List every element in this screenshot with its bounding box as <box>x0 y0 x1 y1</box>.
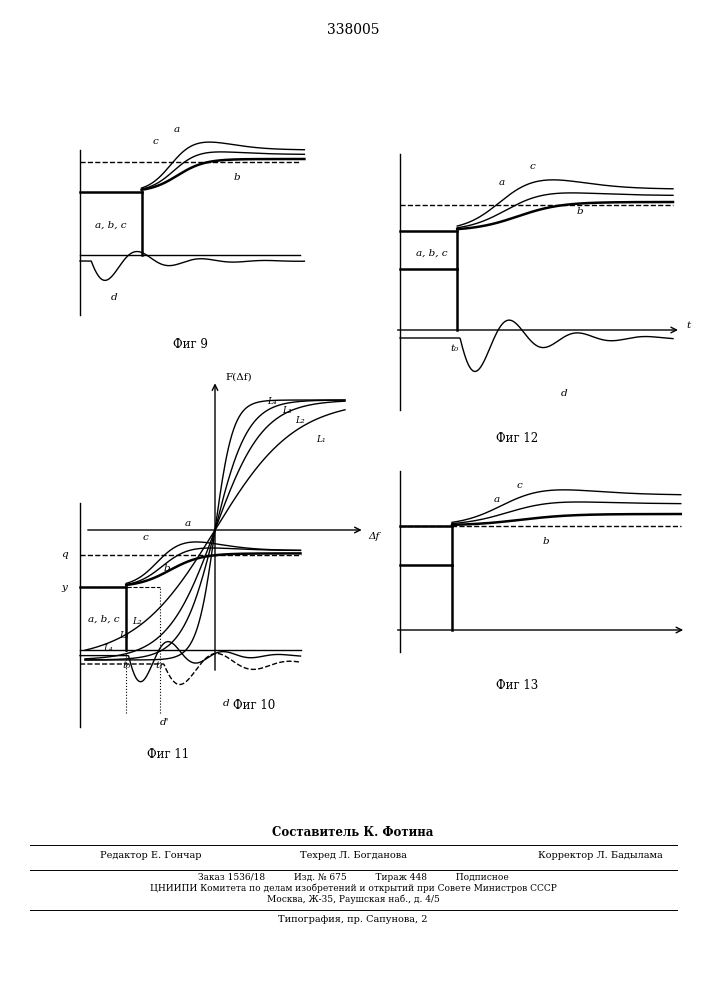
Text: t₁: t₁ <box>156 661 164 670</box>
Text: F(Δf): F(Δf) <box>226 372 252 381</box>
Text: Корректор Л. Бадылама: Корректор Л. Бадылама <box>537 852 662 860</box>
Text: Δf: Δf <box>368 532 380 541</box>
Text: L₁: L₁ <box>317 434 326 444</box>
Text: t₀: t₀ <box>450 344 459 353</box>
Text: L₄: L₄ <box>104 644 113 653</box>
Text: a, b, c: a, b, c <box>88 615 120 624</box>
Text: a: a <box>493 495 500 504</box>
Text: Фиг 12: Фиг 12 <box>496 432 538 445</box>
Text: c: c <box>143 534 148 542</box>
Text: b: b <box>543 537 549 546</box>
Text: Редактор Е. Гончар: Редактор Е. Гончар <box>100 852 201 860</box>
Text: Фиг 10: Фиг 10 <box>233 699 275 712</box>
Text: L₄: L₄ <box>267 397 276 406</box>
Text: q: q <box>61 550 67 559</box>
Text: Фиг 13: Фиг 13 <box>496 679 538 692</box>
Text: Типография, пр. Сапунова, 2: Типография, пр. Сапунова, 2 <box>279 916 428 924</box>
Text: L₃: L₃ <box>283 406 292 415</box>
Text: c: c <box>530 162 536 171</box>
Text: L₂: L₂ <box>296 416 305 425</box>
Text: a: a <box>499 178 505 187</box>
Text: a, b, c: a, b, c <box>95 221 127 230</box>
Text: a, b, c: a, b, c <box>416 249 447 258</box>
Text: a: a <box>174 124 180 133</box>
Text: d: d <box>223 699 230 708</box>
Text: b: b <box>234 172 240 182</box>
Text: 338005: 338005 <box>327 23 379 37</box>
Text: Москва, Ж-35, Раушская наб., д. 4/5: Москва, Ж-35, Раушская наб., д. 4/5 <box>267 894 440 904</box>
Text: Техред Л. Богданова: Техред Л. Богданова <box>300 852 407 860</box>
Text: d': d' <box>160 718 169 727</box>
Text: b: b <box>577 207 583 216</box>
Text: b: b <box>164 564 170 573</box>
Text: d: d <box>561 389 568 398</box>
Text: t₀: t₀ <box>122 661 130 670</box>
Text: Фиг 9: Фиг 9 <box>173 338 207 352</box>
Text: c: c <box>153 136 158 145</box>
Text: Составитель К. Фотина: Составитель К. Фотина <box>272 826 433 838</box>
Text: ЦНИИПИ Комитета по делам изобретений и открытий при Совете Министров СССР: ЦНИИПИ Комитета по делам изобретений и о… <box>150 883 556 893</box>
Text: d: d <box>111 292 117 302</box>
Text: t: t <box>686 321 690 330</box>
Text: L₂: L₂ <box>132 617 142 626</box>
Text: a: a <box>185 520 191 528</box>
Text: Фиг 11: Фиг 11 <box>147 748 189 762</box>
Text: L₃: L₃ <box>119 631 129 640</box>
Text: y: y <box>62 582 67 591</box>
Text: Заказ 1536/18          Изд. № 675          Тираж 448          Подписное: Заказ 1536/18 Изд. № 675 Тираж 448 Подпи… <box>198 872 508 882</box>
Text: c: c <box>517 481 522 489</box>
